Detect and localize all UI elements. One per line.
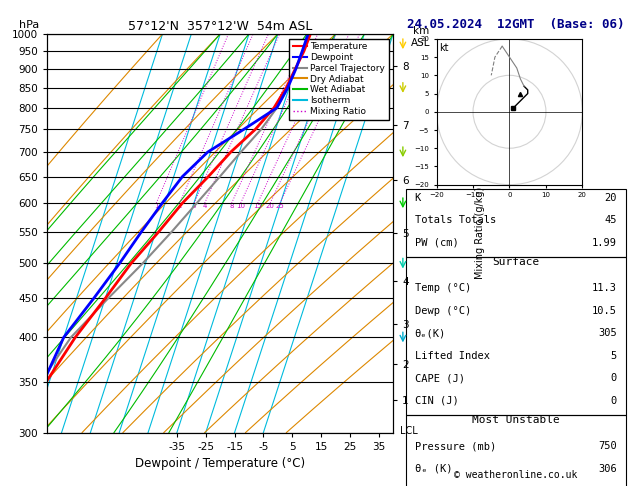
- Text: CAPE (J): CAPE (J): [415, 373, 464, 383]
- Text: Most Unstable: Most Unstable: [472, 416, 560, 425]
- Text: 24.05.2024  12GMT  (Base: 06): 24.05.2024 12GMT (Base: 06): [407, 18, 625, 31]
- Title: 57°12'N  357°12'W  54m ASL: 57°12'N 357°12'W 54m ASL: [128, 20, 313, 33]
- Bar: [406, 189, 626, 257]
- Text: 10: 10: [237, 203, 245, 209]
- Text: 305: 305: [598, 328, 617, 338]
- Text: Pressure (mb): Pressure (mb): [415, 441, 496, 451]
- Bar: [406, 415, 626, 486]
- Text: K: K: [415, 192, 421, 203]
- Legend: Temperature, Dewpoint, Parcel Trajectory, Dry Adiabat, Wet Adiabat, Isotherm, Mi: Temperature, Dewpoint, Parcel Trajectory…: [289, 38, 389, 120]
- Y-axis label: km
ASL: km ASL: [411, 26, 431, 48]
- Text: CIN (J): CIN (J): [415, 396, 459, 406]
- Text: Totals Totals: Totals Totals: [415, 215, 496, 225]
- Text: 20: 20: [604, 192, 617, 203]
- Text: 11.3: 11.3: [592, 283, 617, 293]
- Text: Mixing Ratio (g/kg): Mixing Ratio (g/kg): [475, 187, 484, 279]
- Text: 20: 20: [265, 203, 275, 209]
- Text: 0: 0: [611, 396, 617, 406]
- Text: 4: 4: [203, 203, 207, 209]
- Text: hPa: hPa: [19, 20, 40, 30]
- Text: 10.5: 10.5: [592, 306, 617, 315]
- Text: 3: 3: [192, 203, 196, 209]
- Text: 2: 2: [177, 203, 182, 209]
- Text: θₑ(K): θₑ(K): [415, 328, 446, 338]
- Text: 0: 0: [611, 373, 617, 383]
- Text: LCL: LCL: [400, 426, 418, 436]
- Text: 15: 15: [253, 203, 262, 209]
- X-axis label: Dewpoint / Temperature (°C): Dewpoint / Temperature (°C): [135, 457, 305, 470]
- Text: PW (cm): PW (cm): [415, 238, 459, 248]
- Text: 25: 25: [276, 203, 284, 209]
- Text: θₑ (K): θₑ (K): [415, 464, 452, 474]
- Text: 1.99: 1.99: [592, 238, 617, 248]
- Text: Dewp (°C): Dewp (°C): [415, 306, 470, 315]
- Text: 5: 5: [611, 351, 617, 361]
- Text: 8: 8: [230, 203, 234, 209]
- Text: 750: 750: [598, 441, 617, 451]
- Text: Lifted Index: Lifted Index: [415, 351, 489, 361]
- Text: 1: 1: [154, 203, 159, 209]
- Text: Surface: Surface: [492, 257, 540, 267]
- Text: © weatheronline.co.uk: © weatheronline.co.uk: [454, 470, 577, 480]
- Text: kt: kt: [440, 43, 449, 53]
- Text: 45: 45: [604, 215, 617, 225]
- Text: 306: 306: [598, 464, 617, 474]
- Bar: [406, 257, 626, 415]
- Text: Temp (°C): Temp (°C): [415, 283, 470, 293]
